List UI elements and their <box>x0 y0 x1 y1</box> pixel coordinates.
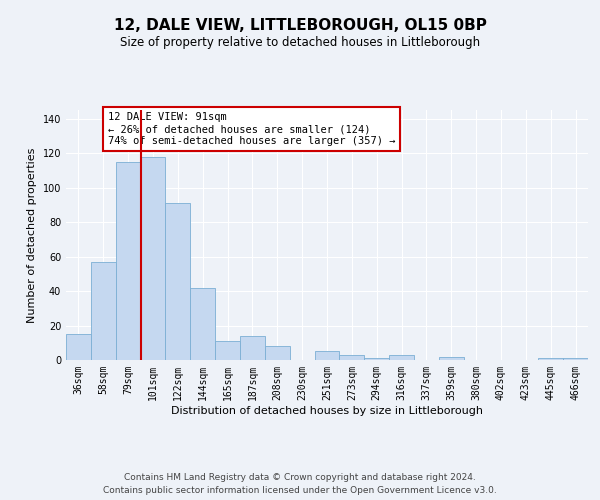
Text: 12, DALE VIEW, LITTLEBOROUGH, OL15 0BP: 12, DALE VIEW, LITTLEBOROUGH, OL15 0BP <box>113 18 487 32</box>
Bar <box>66 334 91 360</box>
Bar <box>240 336 265 360</box>
Text: Size of property relative to detached houses in Littleborough: Size of property relative to detached ho… <box>120 36 480 49</box>
Bar <box>140 156 166 360</box>
Bar <box>538 358 563 360</box>
Text: Contains HM Land Registry data © Crown copyright and database right 2024.: Contains HM Land Registry data © Crown c… <box>124 474 476 482</box>
Bar <box>166 203 190 360</box>
Bar <box>91 262 116 360</box>
Bar <box>116 162 140 360</box>
Bar <box>265 346 290 360</box>
Bar <box>190 288 215 360</box>
Bar <box>340 355 364 360</box>
Bar <box>389 355 414 360</box>
Bar <box>364 358 389 360</box>
Text: Contains public sector information licensed under the Open Government Licence v3: Contains public sector information licen… <box>103 486 497 495</box>
Bar <box>563 358 588 360</box>
Y-axis label: Number of detached properties: Number of detached properties <box>27 148 37 322</box>
Bar <box>439 356 464 360</box>
Text: 12 DALE VIEW: 91sqm
← 26% of detached houses are smaller (124)
74% of semi-detac: 12 DALE VIEW: 91sqm ← 26% of detached ho… <box>108 112 395 146</box>
Bar <box>215 341 240 360</box>
Bar <box>314 352 340 360</box>
X-axis label: Distribution of detached houses by size in Littleborough: Distribution of detached houses by size … <box>171 406 483 415</box>
